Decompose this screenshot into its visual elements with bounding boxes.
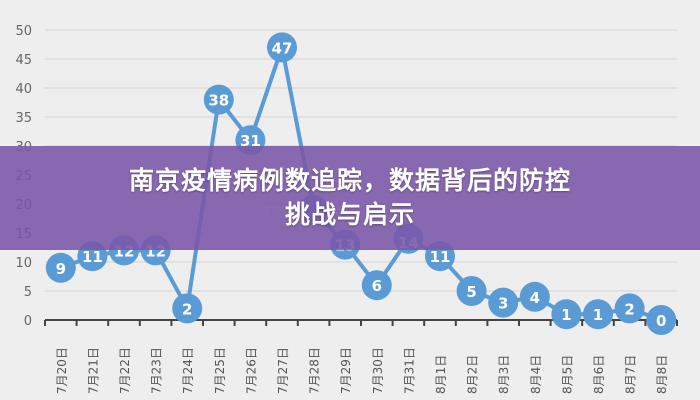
x-tick-label: 8月4日 [529, 355, 543, 394]
y-tick-label: 0 [24, 314, 32, 329]
x-tick-label: 8月8日 [655, 355, 669, 394]
data-label: 2 [624, 300, 634, 318]
data-point [45, 252, 76, 283]
data-point [203, 84, 234, 115]
data-label: 2 [182, 300, 192, 318]
data-label: 6 [372, 277, 382, 295]
x-tick-label: 7月23日 [150, 347, 164, 394]
x-tick-label: 7月27日 [276, 347, 290, 394]
x-tick-label: 8月1日 [434, 355, 448, 394]
y-tick-label: 35 [15, 111, 32, 126]
data-point [583, 299, 613, 330]
x-tick-label: 7月25日 [213, 347, 227, 394]
data-label: 3 [498, 295, 508, 313]
data-point [551, 299, 582, 330]
title-banner: 南京疫情病例数追踪，数据背后的防控 挑战与启示 [0, 146, 700, 250]
data-label: 31 [240, 132, 261, 150]
data-point [456, 276, 487, 306]
y-tick-label: 50 [15, 24, 32, 39]
x-tick-label: 8月3日 [497, 355, 511, 394]
x-tick-label: 7月22日 [118, 347, 132, 394]
data-label: 1 [561, 306, 571, 324]
title-line-2: 挑战与启示 [284, 200, 415, 229]
data-point [361, 270, 392, 301]
data-point [267, 32, 297, 63]
data-label: 4 [530, 289, 540, 307]
data-label: 11 [430, 248, 451, 266]
x-tick-label: 8月5日 [560, 355, 574, 394]
title-line-1: 南京疫情病例数追踪，数据背后的防控 [128, 166, 571, 195]
y-tick-label: 40 [15, 82, 32, 97]
x-tick-label: 7月31日 [402, 347, 416, 394]
x-tick-label: 7月26日 [244, 347, 258, 394]
x-tick-label: 7月28日 [308, 347, 322, 394]
data-point [519, 281, 550, 312]
data-label: 38 [208, 92, 229, 110]
data-label: 47 [272, 39, 293, 57]
data-point [172, 293, 203, 324]
data-label: 0 [656, 312, 666, 330]
x-tick-label: 7月29日 [339, 347, 353, 394]
x-tick-label: 7月30日 [371, 347, 385, 394]
x-tick-label: 7月20日 [55, 347, 69, 394]
data-label: 1 [593, 306, 603, 324]
data-label: 9 [56, 260, 66, 278]
data-label: 5 [466, 283, 476, 301]
data-label: 11 [82, 248, 103, 266]
y-tick-label: 5 [24, 285, 32, 300]
x-tick-label: 8月2日 [466, 355, 480, 394]
y-tick-label: 45 [15, 53, 32, 68]
x-tick-label: 7月24日 [181, 347, 195, 394]
data-point [488, 287, 519, 318]
data-point [646, 305, 677, 335]
x-tick-label: 8月6日 [592, 355, 606, 394]
y-tick-label: 10 [15, 256, 32, 271]
x-tick-label: 8月7日 [624, 355, 638, 394]
x-tick-label: 7月21日 [86, 347, 100, 394]
data-point [614, 293, 645, 324]
